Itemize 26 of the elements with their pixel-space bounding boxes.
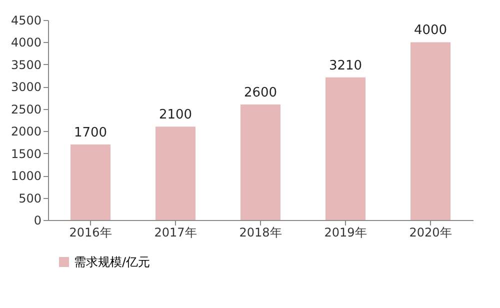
bar: [240, 104, 280, 220]
data-label: 2100: [158, 108, 192, 123]
y-tick-label: 4000: [10, 36, 42, 50]
x-tick-label: 2020年: [409, 226, 452, 240]
y-tick-label: 3000: [10, 80, 42, 94]
data-label: 2600: [244, 85, 278, 100]
x-tick-label: 2017年: [154, 226, 197, 240]
bar: [156, 126, 196, 220]
x-tick-label: 2019年: [324, 226, 367, 240]
bar: [70, 144, 110, 220]
data-label: 3210: [328, 58, 362, 74]
data-label: 1700: [74, 125, 108, 140]
y-tick-label: 3500: [10, 58, 42, 72]
y-tick-label: 1000: [10, 169, 42, 184]
y-tick-label: 1500: [10, 146, 42, 161]
bar: [326, 77, 366, 220]
bar: [410, 42, 450, 220]
y-tick-label: 4500: [10, 14, 42, 28]
y-tick-label: 2000: [10, 124, 42, 139]
y-tick-label: 2500: [10, 102, 42, 116]
x-tick-label: 2018年: [239, 226, 282, 240]
x-tick-label: 2016年: [69, 226, 112, 240]
data-label: 4000: [414, 23, 448, 38]
legend-label: 需求规模/亿元: [74, 255, 150, 269]
y-tick-label: 500: [18, 191, 42, 206]
y-tick-label: 0: [34, 214, 42, 228]
